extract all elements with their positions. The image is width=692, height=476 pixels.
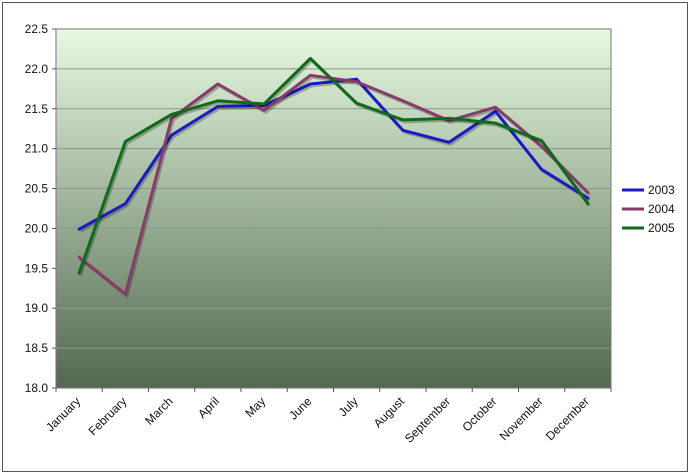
x-tick-label: August <box>371 394 408 431</box>
x-tick-label: June <box>286 394 315 423</box>
y-axis-ticks: 18.0 18.5 19.0 19.5 20.0 20.5 21.0 21.5 22.0 22.5 <box>25 22 56 395</box>
y-tick-label: 18.5 <box>25 341 49 355</box>
y-tick-label: 18.0 <box>25 381 49 395</box>
gridlines <box>56 68 611 349</box>
x-tick-label: April <box>195 394 222 421</box>
legend-label: 2004 <box>648 202 675 216</box>
x-tick-label: February <box>86 394 130 438</box>
x-tick-label: March <box>142 394 175 427</box>
y-tick-label: 21.5 <box>25 102 49 116</box>
legend-label: 2005 <box>648 221 675 235</box>
x-tick-label: May <box>242 394 268 420</box>
y-tick-label: 22.5 <box>25 22 49 36</box>
x-tick-label: December <box>543 394 592 443</box>
x-tick-label: January <box>43 394 83 434</box>
legend-label: 2003 <box>648 183 675 197</box>
x-axis-ticks: January February March April May June July Augu… <box>43 388 612 446</box>
y-tick-label: 22.0 <box>25 62 49 76</box>
y-tick-label: 20.0 <box>25 221 49 235</box>
series-line-2005 <box>77 57 590 275</box>
series-line-2004 <box>77 73 590 296</box>
x-tick-label: October <box>459 394 499 434</box>
series-lines <box>77 57 591 298</box>
chart-frame: 18.0 18.5 19.0 19.5 20.0 20.5 21.0 21.5 22.0 22.5… <box>2 2 688 472</box>
x-tick-label: September <box>402 394 453 445</box>
x-tick-label: July <box>336 394 361 419</box>
line-chart: 18.0 18.5 19.0 19.5 20.0 20.5 21.0 21.5 22.0 22.5… <box>25 22 675 446</box>
y-tick-label: 20.5 <box>25 182 49 196</box>
y-tick-label: 19.0 <box>25 301 49 315</box>
legend: 2003 2004 2005 <box>622 183 675 235</box>
x-tick-label: November <box>497 394 546 443</box>
y-tick-label: 21.0 <box>25 142 49 156</box>
y-tick-label: 19.5 <box>25 261 49 275</box>
